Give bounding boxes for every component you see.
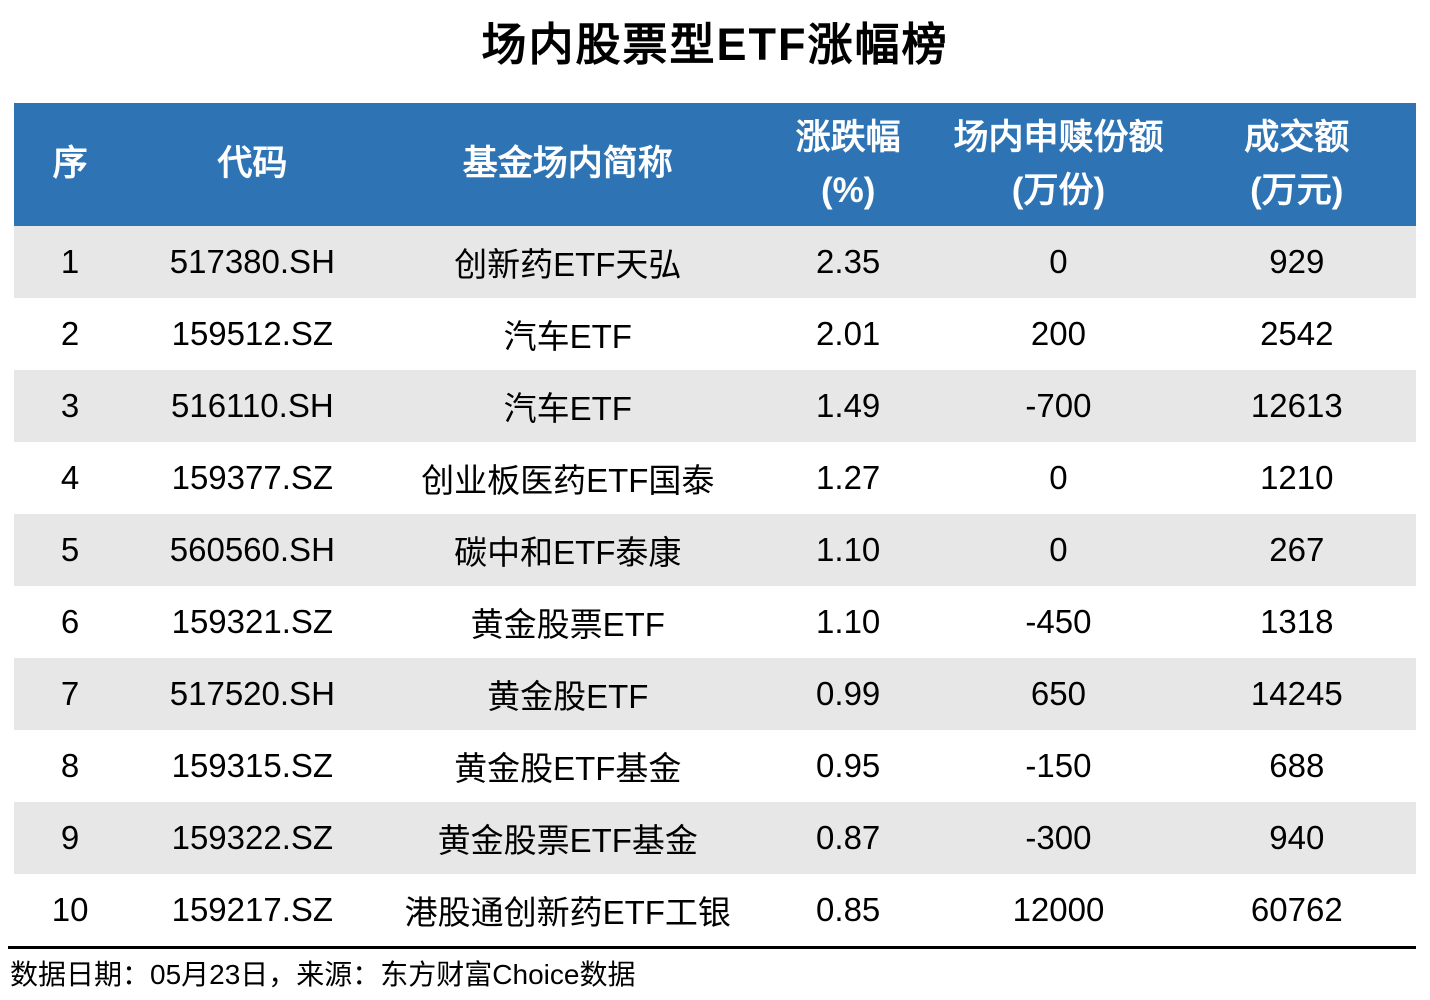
cell-subscription-shares: 0 [1049,531,1068,568]
column-header-label: 场内申赎份额 [953,118,1164,157]
table-body: 1 517380.SH 创新药ETF天弘 2.35 0 929 2 159512.SZ 汽车ET… [14,226,1416,946]
cell-fund-name: 碳中和ETF泰康 [454,534,682,571]
table-header-row: 序 代码 基金场内简称 涨跌幅 (%) 场内申赎份额 (万份) 成交额 (万元 [14,103,1416,226]
column-header-fund-name: 基金场内简称 [379,103,758,226]
table-row: 7 517520.SH 黄金股ETF 0.99 650 14245 [14,658,1416,730]
cell-index: 5 [60,531,80,568]
cell-fund-name: 黄金股ETF [487,678,649,715]
cell-change-pct: 0.95 [816,747,881,784]
cell-turnover: 1318 [1260,603,1334,640]
cell-subscription-shares: 0 [1049,459,1068,496]
cell-turnover: 12613 [1250,387,1343,424]
cell-change-pct: 2.01 [816,315,881,352]
column-header-unit: (万份) [1011,170,1106,210]
table-row: 6 159321.SZ 黄金股票ETF 1.10 -450 1318 [14,586,1416,658]
table-row: 2 159512.SZ 汽车ETF 2.01 200 2542 [14,298,1416,370]
cell-change-pct: 2.35 [816,243,881,280]
cell-turnover: 267 [1269,531,1325,568]
column-header-index: 序 [14,103,126,226]
cell-subscription-shares: -450 [1025,603,1092,640]
page-title: 场内股票型ETF涨幅榜 [481,19,949,70]
cell-fund-name: 黄金股票ETF [470,606,665,643]
cell-subscription-shares: -150 [1025,747,1092,784]
cell-turnover: 2542 [1260,315,1334,352]
cell-index: 4 [60,459,80,496]
column-header-turnover: 成交额 (万元) [1178,103,1416,226]
cell-index: 6 [60,603,80,640]
cell-code: 159321.SZ [171,603,334,640]
etf-gainers-table: 序 代码 基金场内简称 涨跌幅 (%) 场内申赎份额 (万份) 成交额 (万元 [14,103,1416,946]
cell-change-pct: 1.10 [816,531,881,568]
cell-fund-name: 港股通创新药ETF工银 [404,894,731,931]
cell-code: 159377.SZ [171,459,334,496]
cell-index: 2 [60,315,80,352]
column-header-code: 代码 [126,103,378,226]
cell-turnover: 1210 [1260,459,1334,496]
column-header-subscription-shares: 场内申赎份额 (万份) [939,103,1177,226]
cell-subscription-shares: 12000 [1012,891,1105,928]
cell-change-pct: 0.87 [816,819,881,856]
cell-fund-name: 创新药ETF天弘 [454,246,682,283]
table-row: 8 159315.SZ 黄金股ETF基金 0.95 -150 688 [14,730,1416,802]
column-header-unit: (%) [820,170,876,210]
cell-code: 159322.SZ [171,819,334,856]
cell-code: 159217.SZ [171,891,334,928]
cell-code: 517380.SH [169,243,335,280]
cell-change-pct: 1.49 [816,387,881,424]
cell-index: 10 [51,891,89,928]
cell-change-pct: 0.85 [816,891,881,928]
column-header-label: 基金场内简称 [462,144,673,184]
cell-code: 517520.SH [169,675,335,712]
cell-index: 9 [60,819,80,856]
source-note: 数据日期：05月23日，来源：东方财富Choice数据 [10,953,635,993]
cell-fund-name: 汽车ETF [503,318,632,355]
cell-index: 8 [60,747,80,784]
cell-change-pct: 1.10 [816,603,881,640]
cell-turnover: 60762 [1250,891,1343,928]
cell-subscription-shares: 650 [1030,675,1086,712]
table-row: 1 517380.SH 创新药ETF天弘 2.35 0 929 [14,226,1416,298]
cell-turnover: 929 [1269,243,1325,280]
cell-subscription-shares: 0 [1049,243,1068,280]
cell-change-pct: 1.27 [816,459,881,496]
table-row: 10 159217.SZ 港股通创新药ETF工银 0.85 12000 60762 [14,874,1416,946]
column-header-label: 涨跌幅 [795,118,901,157]
table-row: 4 159377.SZ 创业板医药ETF国泰 1.27 0 1210 [14,442,1416,514]
cell-index: 3 [60,387,80,424]
cell-change-pct: 0.99 [816,675,881,712]
cell-code: 159512.SZ [171,315,334,352]
cell-code: 159315.SZ [171,747,334,784]
column-header-unit: (万元) [1250,170,1344,210]
column-header-label: 序 [52,144,88,184]
source-note-text: 数据日期：05月23日，来源：东方财富Choice数据 [10,959,636,990]
table-row: 9 159322.SZ 黄金股票ETF基金 0.87 -300 940 [14,802,1416,874]
table-row: 5 560560.SH 碳中和ETF泰康 1.10 0 267 [14,514,1416,586]
cell-subscription-shares: 200 [1030,315,1086,352]
cell-fund-name: 汽车ETF [503,390,632,427]
cell-fund-name: 黄金股ETF基金 [454,750,682,787]
footer-divider-line [8,946,1416,949]
cell-fund-name: 创业板医药ETF国泰 [421,462,715,499]
cell-index: 7 [60,675,80,712]
column-header-label: 成交额 [1244,118,1350,157]
cell-code: 560560.SH [169,531,335,568]
cell-subscription-shares: -700 [1025,387,1092,424]
column-header-label: 代码 [217,144,288,184]
cell-fund-name: 黄金股票ETF基金 [437,822,698,859]
cell-index: 1 [60,243,80,280]
cell-turnover: 940 [1269,819,1325,856]
cell-turnover: 14245 [1250,675,1343,712]
table-row: 3 516110.SH 汽车ETF 1.49 -700 12613 [14,370,1416,442]
cell-subscription-shares: -300 [1025,819,1092,856]
cell-turnover: 688 [1269,747,1325,784]
cell-code: 516110.SH [170,387,334,424]
column-header-change-pct: 涨跌幅 (%) [757,103,939,226]
